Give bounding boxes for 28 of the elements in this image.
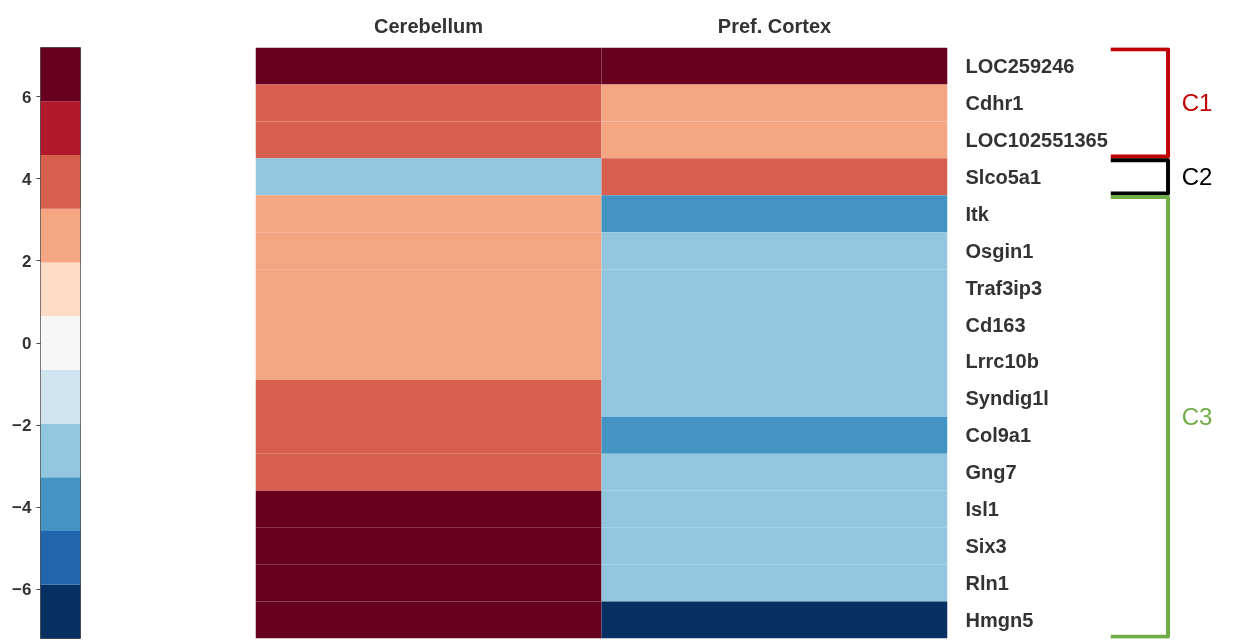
text: C3 — [1181, 403, 1213, 431]
y-tick-label: Lrrc10b — [965, 350, 1039, 373]
y-tick-label: Isl1 — [965, 498, 999, 521]
color-bar-label: 6 — [22, 87, 32, 107]
x-tick-label: Cerebellum — [374, 14, 483, 37]
color-bar-label: −4 — [12, 498, 33, 518]
text: C2 — [1181, 163, 1213, 191]
y-tick-label: Osgin1 — [965, 239, 1034, 262]
y-tick-label: Syndig1l — [965, 387, 1049, 410]
y-tick-label: Traf3ip3 — [965, 276, 1043, 299]
y-tick-label: Itk — [965, 202, 990, 225]
y-tick-label: Gng7 — [965, 461, 1017, 484]
color-bar-label: 4 — [22, 169, 33, 189]
y-tick-label: Hmgn5 — [965, 609, 1034, 632]
y-tick-label: Slco5a1 — [965, 165, 1042, 188]
y-tick-label: LOC102551365 — [965, 128, 1108, 151]
text: C1 — [1181, 89, 1213, 117]
y-tick-label: Cdhr1 — [965, 91, 1024, 114]
y-tick-label: Rln1 — [965, 572, 1009, 595]
color-bar-label: 0 — [22, 334, 32, 353]
color-bar-label: −6 — [12, 580, 32, 600]
y-tick-label: Cd163 — [965, 313, 1026, 336]
y-tick-label: Six3 — [965, 535, 1007, 558]
color-bar-label: 2 — [22, 251, 32, 271]
color-bar-label: −2 — [12, 416, 32, 436]
x-tick-label: Pref. Cortex — [717, 14, 832, 37]
y-tick-label: LOC259246 — [965, 54, 1075, 77]
y-tick-label: Col9a1 — [965, 424, 1032, 447]
